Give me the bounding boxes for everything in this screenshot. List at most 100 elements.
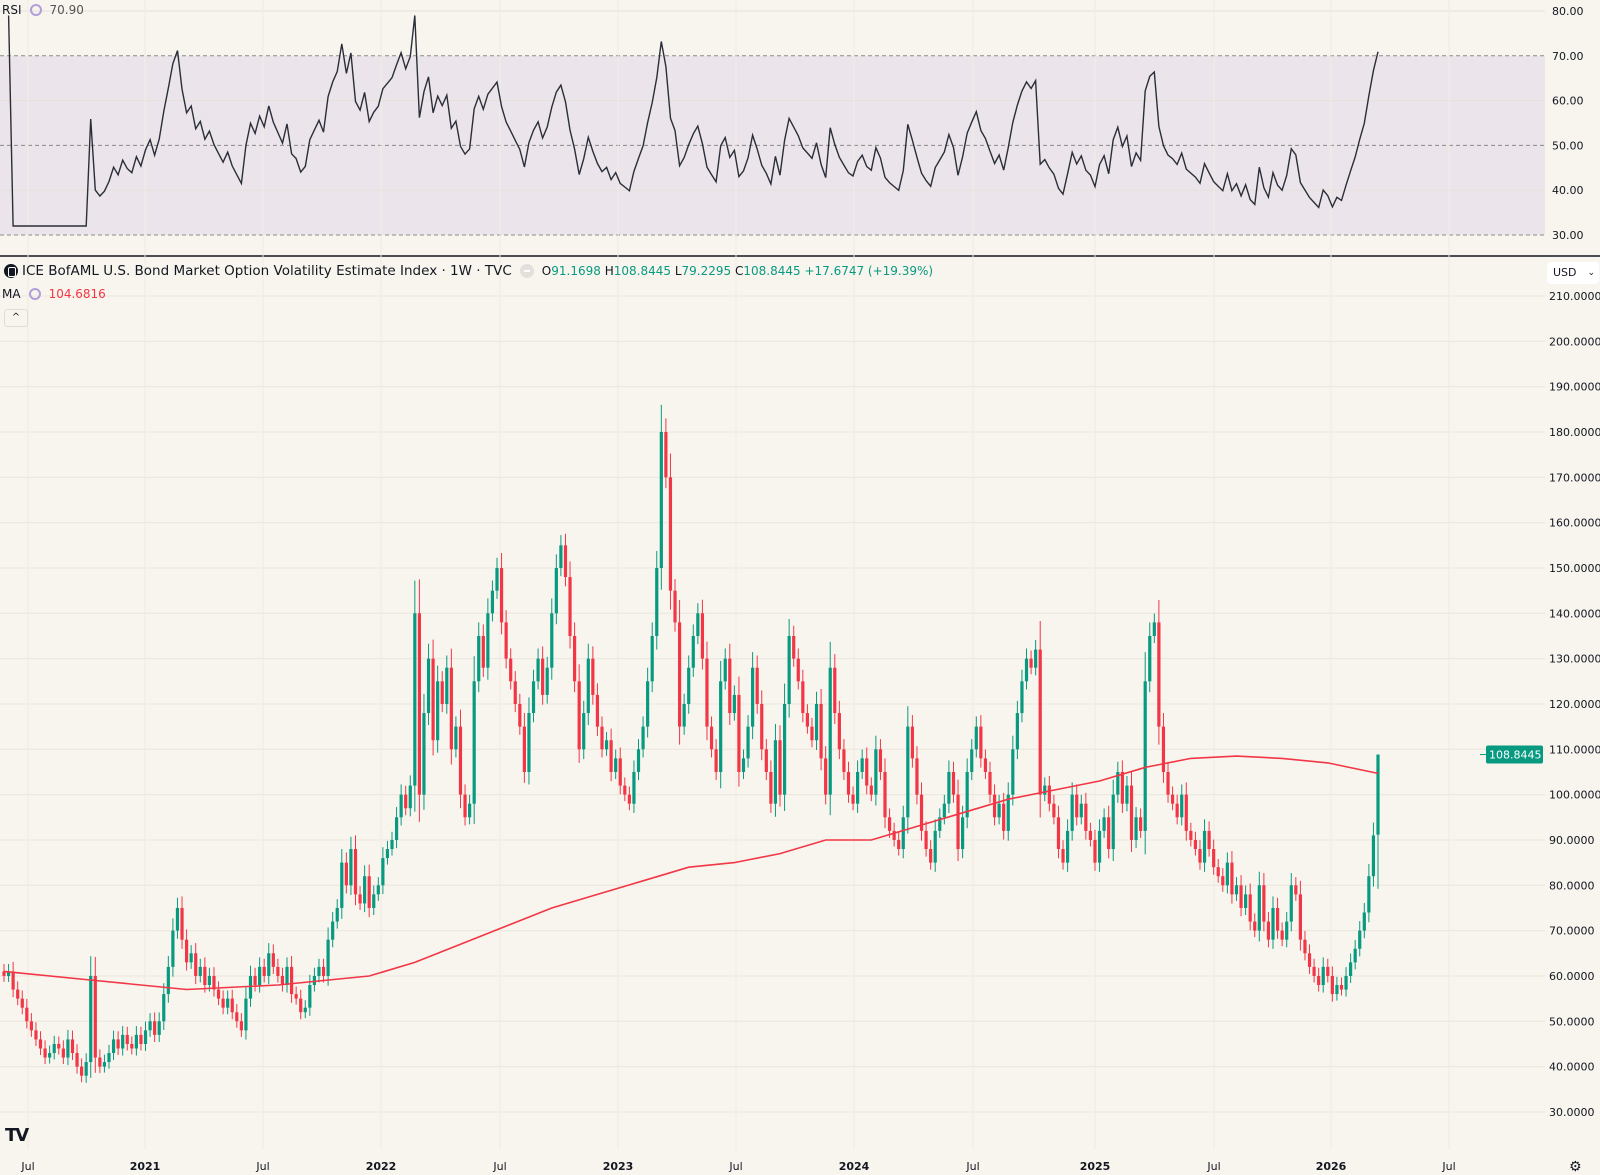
candle <box>198 958 202 983</box>
candle <box>376 877 380 901</box>
market-status-icon <box>519 264 534 278</box>
collapse-legend-button[interactable]: ^ <box>4 309 28 327</box>
candle <box>1326 958 1330 983</box>
candle <box>89 956 93 1078</box>
candle-body <box>372 894 376 908</box>
candle-body <box>869 785 873 795</box>
refresh-icon[interactable] <box>28 288 41 300</box>
candle <box>933 819 937 872</box>
symbol-title[interactable]: ICE BofAML U.S. Bond Market Option Volat… <box>22 263 512 279</box>
tradingview-logo[interactable]: TV <box>5 1125 29 1146</box>
candle <box>381 847 385 894</box>
candle-body <box>80 1066 84 1076</box>
candle <box>1376 754 1380 889</box>
candle <box>52 1035 56 1060</box>
candle-body <box>1344 975 1348 990</box>
candle <box>614 749 618 780</box>
candle <box>892 822 896 847</box>
candle <box>691 624 695 677</box>
time-tick-label: Jul <box>1206 1160 1220 1173</box>
candle <box>1170 786 1175 811</box>
candle-body <box>1358 930 1362 949</box>
candle <box>577 664 581 763</box>
candle <box>226 990 230 1015</box>
candle-body <box>1349 962 1353 976</box>
price-tick-label: 130.0000 <box>1549 653 1600 666</box>
candle <box>6 963 11 982</box>
ma-line <box>3 755 1379 991</box>
candle <box>271 944 275 974</box>
candle <box>668 453 673 610</box>
candle-body <box>436 681 440 741</box>
time-tick-label: Jul <box>965 1160 979 1173</box>
refresh-icon[interactable] <box>29 4 42 16</box>
candle <box>636 739 641 781</box>
candle <box>1134 807 1138 849</box>
candle <box>983 749 988 780</box>
candle <box>897 831 901 856</box>
settings-icon[interactable]: ⚙ <box>1569 1159 1582 1175</box>
candle-body <box>691 635 695 668</box>
candle <box>792 625 796 667</box>
time-tick-label: Jul <box>20 1160 34 1173</box>
candle-body <box>687 667 691 704</box>
candle-body <box>801 681 805 714</box>
candle <box>70 1030 75 1061</box>
candle <box>93 956 97 1073</box>
candle <box>1116 761 1120 803</box>
candle <box>116 1031 120 1056</box>
last-price-badge <box>1486 745 1543 764</box>
candle-body <box>184 939 189 963</box>
candle <box>682 693 686 735</box>
candle <box>1371 822 1376 887</box>
candle-body <box>367 876 371 908</box>
candle <box>244 987 248 1040</box>
candle-body <box>1097 830 1102 863</box>
candle <box>75 1044 79 1074</box>
candle-body <box>1266 921 1271 940</box>
candle <box>180 896 184 949</box>
candle <box>518 693 522 735</box>
candle <box>1216 858 1220 883</box>
candle-body <box>1335 985 1339 995</box>
candle <box>463 784 467 826</box>
candle <box>1239 875 1243 917</box>
candle-body <box>751 667 755 727</box>
candle <box>1189 822 1193 847</box>
candle-body <box>673 590 677 623</box>
candle <box>399 784 403 826</box>
candle-body <box>1029 658 1033 668</box>
candle <box>422 693 426 810</box>
candle-body <box>1253 921 1257 931</box>
candle <box>367 864 371 918</box>
candle-body <box>1139 817 1143 831</box>
candle <box>121 1026 125 1056</box>
candle <box>486 598 490 680</box>
candle-body <box>760 703 764 750</box>
candle-body <box>559 545 563 568</box>
currency-dropdown[interactable]: USD ⌄ <box>1547 262 1599 284</box>
candle <box>394 807 399 849</box>
candle-body <box>1038 649 1042 795</box>
candle-body <box>1234 885 1239 895</box>
candle <box>1107 805 1111 859</box>
candle-body <box>1321 966 1325 986</box>
ma-value: 104.6816 <box>48 287 106 301</box>
candle-body <box>1212 849 1216 868</box>
candle <box>454 716 458 758</box>
candle <box>1161 713 1166 783</box>
candle <box>458 709 463 809</box>
candle <box>659 404 663 590</box>
candle <box>509 648 513 690</box>
candle-body <box>363 876 367 904</box>
candle-body <box>924 830 928 850</box>
candle <box>527 697 531 785</box>
candle <box>988 761 992 803</box>
candle <box>468 794 472 825</box>
candle-body <box>130 1043 134 1049</box>
candle <box>1166 761 1170 803</box>
candle <box>1367 863 1371 923</box>
candle <box>1317 967 1321 992</box>
candle <box>1303 930 1307 961</box>
